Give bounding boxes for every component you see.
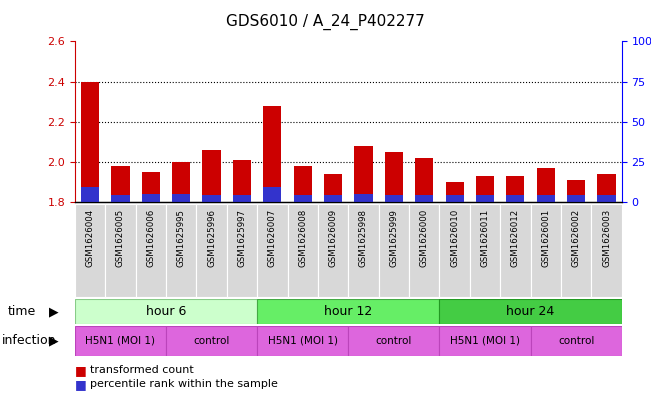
Bar xyxy=(166,204,197,297)
Bar xyxy=(354,146,372,202)
Bar xyxy=(75,299,257,324)
Bar xyxy=(348,204,379,297)
Bar xyxy=(202,195,221,202)
Bar xyxy=(257,326,348,356)
Text: GSM1626001: GSM1626001 xyxy=(541,209,550,267)
Bar xyxy=(294,195,312,202)
Bar xyxy=(536,195,555,202)
Bar xyxy=(318,204,348,297)
Bar xyxy=(81,187,99,202)
Text: infection: infection xyxy=(2,334,57,347)
Bar xyxy=(470,204,500,297)
Bar xyxy=(172,162,190,202)
Text: GSM1625998: GSM1625998 xyxy=(359,209,368,267)
Text: ■: ■ xyxy=(75,364,87,377)
Bar xyxy=(415,195,434,202)
Bar xyxy=(439,326,531,356)
Bar xyxy=(233,195,251,202)
Text: transformed count: transformed count xyxy=(90,365,193,375)
Bar xyxy=(379,204,409,297)
Bar xyxy=(439,299,622,324)
Bar xyxy=(202,150,221,202)
Bar xyxy=(263,187,281,202)
Bar xyxy=(445,195,464,202)
Bar xyxy=(591,204,622,297)
Text: GSM1626012: GSM1626012 xyxy=(511,209,520,267)
Bar xyxy=(476,176,494,202)
Text: hour 24: hour 24 xyxy=(506,305,555,318)
Bar xyxy=(227,204,257,297)
Bar xyxy=(598,174,616,202)
Bar xyxy=(385,195,403,202)
Text: GSM1626007: GSM1626007 xyxy=(268,209,277,267)
Text: ▶: ▶ xyxy=(49,305,59,318)
Text: percentile rank within the sample: percentile rank within the sample xyxy=(90,379,278,389)
Text: time: time xyxy=(8,305,36,318)
Bar xyxy=(385,152,403,202)
Text: control: control xyxy=(193,336,230,346)
Bar xyxy=(439,204,470,297)
Text: H5N1 (MOI 1): H5N1 (MOI 1) xyxy=(268,336,338,346)
Bar xyxy=(506,176,525,202)
Bar xyxy=(567,195,585,202)
Bar xyxy=(354,194,372,202)
Bar xyxy=(598,195,616,202)
Text: hour 6: hour 6 xyxy=(146,305,186,318)
Text: GSM1626009: GSM1626009 xyxy=(329,209,338,267)
Bar xyxy=(172,194,190,202)
Bar xyxy=(324,195,342,202)
Bar xyxy=(75,204,105,297)
Text: GDS6010 / A_24_P402277: GDS6010 / A_24_P402277 xyxy=(226,14,425,30)
Text: GSM1625995: GSM1625995 xyxy=(176,209,186,267)
Text: H5N1 (MOI 1): H5N1 (MOI 1) xyxy=(450,336,520,346)
Text: GSM1625999: GSM1625999 xyxy=(389,209,398,267)
Bar xyxy=(476,195,494,202)
Bar xyxy=(135,204,166,297)
Bar xyxy=(105,204,135,297)
Bar xyxy=(111,195,130,202)
Bar xyxy=(75,326,166,356)
Text: GSM1625996: GSM1625996 xyxy=(207,209,216,267)
Bar xyxy=(531,204,561,297)
Bar xyxy=(81,82,99,202)
Bar xyxy=(166,326,257,356)
Bar xyxy=(142,172,160,202)
Text: GSM1626011: GSM1626011 xyxy=(480,209,490,267)
Bar xyxy=(111,166,130,202)
Text: GSM1626004: GSM1626004 xyxy=(85,209,94,267)
Text: GSM1626003: GSM1626003 xyxy=(602,209,611,267)
Bar xyxy=(536,168,555,202)
Text: GSM1626002: GSM1626002 xyxy=(572,209,581,267)
Bar xyxy=(142,194,160,202)
Bar xyxy=(531,326,622,356)
Text: control: control xyxy=(558,336,594,346)
Text: GSM1626005: GSM1626005 xyxy=(116,209,125,267)
Bar xyxy=(263,106,281,202)
Bar xyxy=(506,195,525,202)
Text: ▶: ▶ xyxy=(49,334,59,347)
Text: ■: ■ xyxy=(75,378,87,391)
Text: GSM1626008: GSM1626008 xyxy=(298,209,307,267)
Bar xyxy=(348,326,439,356)
Text: GSM1626006: GSM1626006 xyxy=(146,209,156,267)
Bar xyxy=(324,174,342,202)
Text: H5N1 (MOI 1): H5N1 (MOI 1) xyxy=(85,336,156,346)
Bar xyxy=(500,204,531,297)
Text: hour 12: hour 12 xyxy=(324,305,372,318)
Bar xyxy=(561,204,591,297)
Text: GSM1626010: GSM1626010 xyxy=(450,209,459,267)
Bar xyxy=(257,204,288,297)
Text: GSM1626000: GSM1626000 xyxy=(420,209,429,267)
Bar xyxy=(415,158,434,202)
Bar xyxy=(409,204,439,297)
Bar xyxy=(288,204,318,297)
Bar xyxy=(567,180,585,202)
Bar xyxy=(257,299,439,324)
Text: GSM1625997: GSM1625997 xyxy=(238,209,247,267)
Bar xyxy=(294,166,312,202)
Bar xyxy=(445,182,464,202)
Bar xyxy=(233,160,251,202)
Bar xyxy=(197,204,227,297)
Text: control: control xyxy=(376,336,412,346)
